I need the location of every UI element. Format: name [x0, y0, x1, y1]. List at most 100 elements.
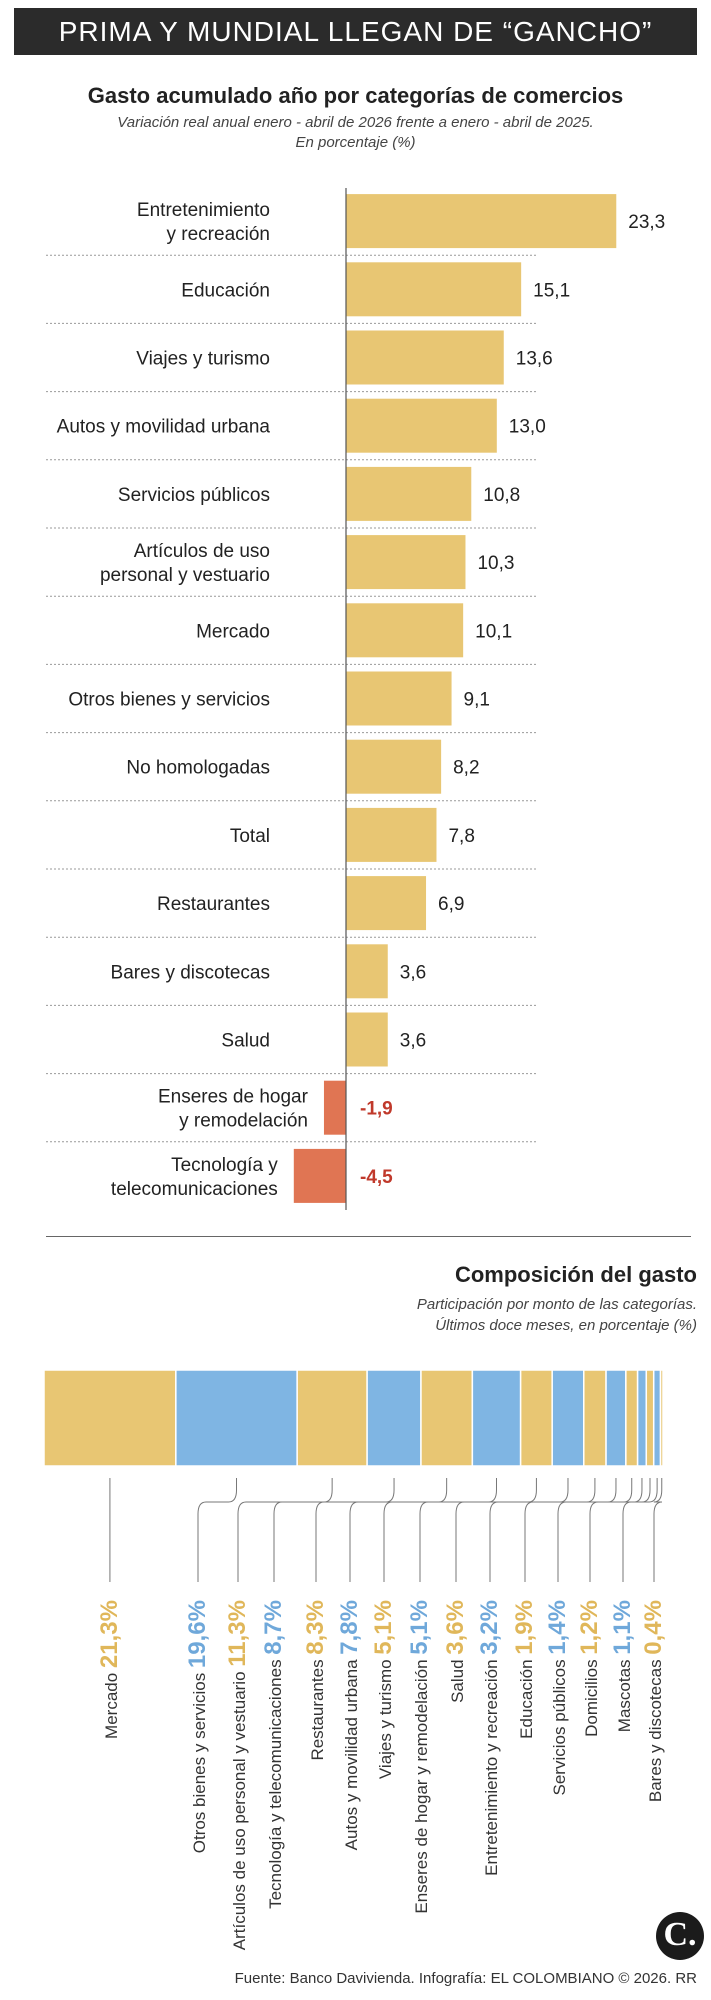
bar-1 — [346, 194, 617, 249]
category-label: Artículos de uso — [134, 541, 270, 562]
segment-label: Mascotas 1,1% — [609, 1600, 636, 1732]
segment-label: Mercado 21,3% — [96, 1600, 123, 1739]
leader-line — [273, 1478, 395, 1582]
bar-chart: Entretenimiento y recreación 23,3 Educación… — [46, 188, 665, 1210]
value-label: 3,6 — [400, 962, 426, 983]
value-label: 23,3 — [628, 212, 665, 233]
chart1-subtitle: Variación real anual enero - abril de 20… — [117, 114, 594, 131]
segment-label: Entretenimiento y recreación 3,2% — [476, 1600, 503, 1876]
segment-13 — [645, 1369, 655, 1467]
bar-10 — [346, 807, 437, 862]
value-label: 3,6 — [400, 1031, 426, 1052]
segment-15 — [659, 1369, 664, 1467]
segment-value: 0,4% — [640, 1600, 667, 1655]
segment-name: Entretenimiento y recreación — [482, 1655, 501, 1876]
segment-name: Servicios públicos — [550, 1655, 569, 1796]
segment-name: Mercado — [102, 1668, 121, 1739]
bar-4 — [346, 398, 497, 453]
category-label: telecomunicaciones — [111, 1179, 278, 1200]
bar-6 — [346, 535, 466, 590]
segment-2 — [175, 1369, 298, 1467]
segment-12 — [636, 1369, 648, 1467]
segment-name: Domicilios — [582, 1655, 601, 1737]
leader-line — [349, 1478, 497, 1582]
bar-15 — [293, 1148, 346, 1203]
leader-line — [589, 1478, 651, 1582]
segment-value: 1,4% — [544, 1600, 571, 1655]
segment-label: Viajes y turismo 5,1% — [370, 1600, 397, 1779]
segment-value: 19,6% — [184, 1600, 211, 1668]
bar-13 — [346, 1012, 388, 1067]
category-label: No homologadas — [126, 758, 270, 779]
leader-line — [197, 1478, 238, 1582]
chart2-subtitle: Participación por monto de las categoría… — [416, 1296, 697, 1313]
segment-value: 11,3% — [224, 1600, 251, 1667]
leader-line — [557, 1478, 643, 1582]
segment-6 — [471, 1369, 522, 1467]
category-label: Educación — [181, 280, 270, 301]
segment-name: Enseres de hogar y remodelación — [412, 1655, 431, 1914]
segment-value: 3,2% — [476, 1600, 503, 1655]
category-label: Enseres de hogar — [158, 1087, 309, 1108]
category-label: Viajes y turismo — [136, 349, 270, 370]
segment-3 — [296, 1369, 368, 1467]
value-label: 10,8 — [483, 485, 520, 506]
segment-value: 1,1% — [609, 1600, 636, 1655]
value-label: 10,3 — [477, 553, 514, 574]
chart2-title: Composición del gasto — [454, 1262, 697, 1287]
segment-value: 3,6% — [442, 1600, 469, 1655]
chart1-title: Gasto acumulado año por categorías de co… — [87, 83, 624, 108]
bar-2 — [346, 262, 522, 317]
leader-line — [489, 1478, 617, 1582]
category-label: Tecnología y — [171, 1155, 278, 1176]
segment-value: 8,3% — [302, 1600, 329, 1655]
category-label: Autos y movilidad urbana — [57, 417, 271, 438]
source-note: Fuente: Banco Davivienda. Infografía: EL… — [234, 1970, 697, 1987]
segment-name: Bares y discotecas — [646, 1655, 665, 1802]
value-label: -4,5 — [360, 1167, 393, 1188]
category-label: y remodelación — [179, 1111, 308, 1132]
bar-9 — [346, 739, 442, 794]
segment-10 — [605, 1369, 627, 1467]
value-label: -1,9 — [360, 1099, 393, 1120]
value-label: 13,0 — [509, 417, 546, 438]
segment-value: 7,8% — [336, 1600, 363, 1655]
category-label: Salud — [221, 1031, 270, 1052]
leader-line — [315, 1478, 448, 1582]
segment-name: Mascotas — [615, 1655, 634, 1732]
segment-name: Tecnología y telecomunicaciones — [266, 1655, 285, 1909]
segment-value: 8,7% — [260, 1600, 287, 1655]
leader-line — [653, 1478, 663, 1582]
segment-label: Restaurantes 8,3% — [302, 1600, 329, 1761]
bar-3 — [346, 330, 504, 385]
segment-name: Educación — [517, 1655, 536, 1739]
segment-name: Salud — [448, 1655, 467, 1703]
value-label: 10,1 — [475, 621, 512, 642]
value-label: 13,6 — [516, 349, 553, 370]
leader-line — [383, 1478, 537, 1582]
segment-label: Artículos de uso personal y vestuario 11… — [224, 1600, 251, 1950]
category-label: Bares y discotecas — [111, 962, 270, 983]
bar-7 — [346, 603, 464, 658]
segment-4 — [366, 1369, 422, 1467]
segment-5 — [420, 1369, 474, 1467]
segment-1 — [43, 1369, 177, 1467]
segment-value: 5,1% — [406, 1600, 433, 1655]
section-divider — [46, 1236, 691, 1237]
value-label: 9,1 — [464, 690, 490, 711]
leader-line — [419, 1478, 569, 1582]
segment-label: Bares y discotecas 0,4% — [640, 1600, 667, 1802]
segment-name: Viajes y turismo — [376, 1655, 395, 1779]
segment-label: Salud 3,6% — [442, 1600, 469, 1703]
category-label: Total — [230, 826, 270, 847]
category-label: y recreación — [167, 224, 271, 245]
segment-label: Enseres de hogar y remodelación 5,1% — [406, 1600, 433, 1914]
leader-line — [237, 1478, 333, 1582]
bar-12 — [346, 944, 388, 999]
segment-name: Autos y movilidad urbana — [342, 1655, 361, 1851]
segment-7 — [519, 1369, 553, 1467]
value-label: 6,9 — [438, 894, 464, 915]
bar-11 — [346, 876, 427, 931]
chart2-unit: Últimos doce meses, en porcentaje (%) — [435, 1317, 697, 1334]
category-label: Entretenimiento — [137, 200, 270, 221]
